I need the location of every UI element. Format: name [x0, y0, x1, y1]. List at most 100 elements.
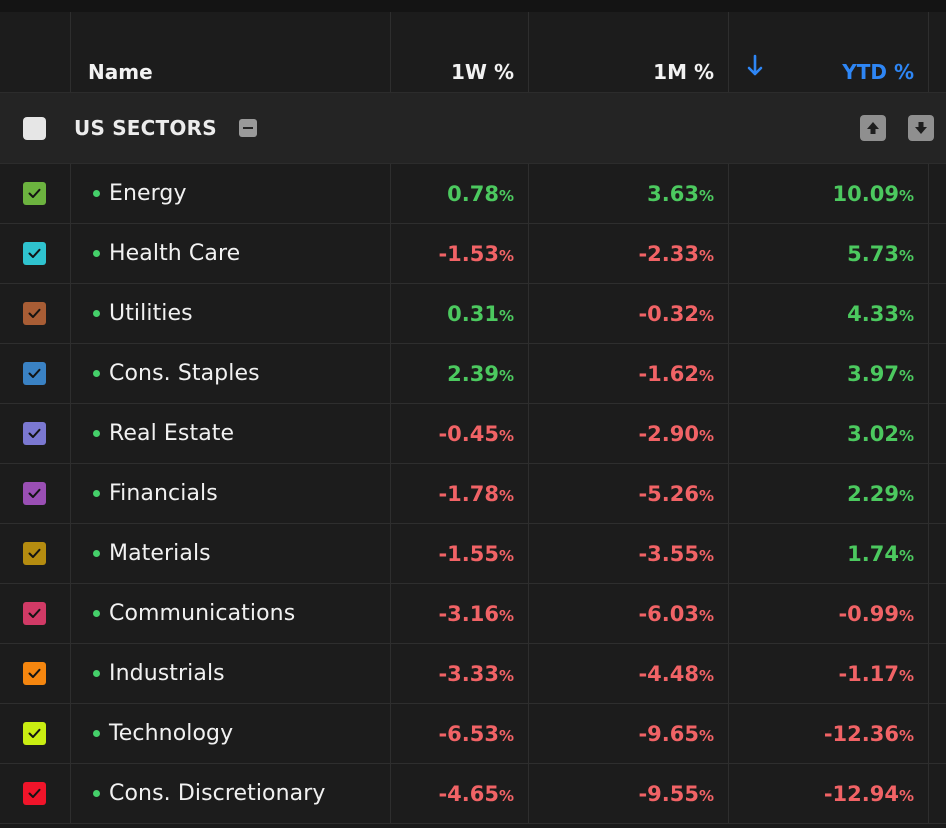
value-1w: -3.33% — [438, 661, 514, 686]
checkmark-icon — [28, 788, 40, 798]
row-checkbox-cell — [0, 284, 71, 343]
arrow-down-icon[interactable] — [908, 115, 934, 141]
value-1m: -1.62% — [638, 361, 714, 386]
row-ytd-cell: 2.29% — [729, 464, 929, 523]
table-row[interactable]: Cons. Discretionary -4.65% -9.55% -12.94% — [0, 764, 946, 824]
value-ytd: -0.99% — [838, 601, 914, 626]
group-select-all-checkbox[interactable] — [23, 116, 46, 140]
row-name-cell: Financials — [71, 464, 391, 523]
row-color-checkbox[interactable] — [22, 362, 46, 385]
row-1w-cell: -1.55% — [391, 524, 529, 583]
value-ytd: 3.02% — [847, 421, 914, 446]
row-color-checkbox[interactable] — [22, 782, 46, 805]
row-1m-cell: -9.65% — [529, 704, 729, 763]
row-checkbox-cell — [0, 464, 71, 523]
row-name-cell: Communications — [71, 584, 391, 643]
status-dot-icon — [93, 790, 100, 797]
status-dot-icon — [93, 250, 100, 257]
row-1w-cell: -3.33% — [391, 644, 529, 703]
table-row[interactable]: Industrials -3.33% -4.48% -1.17% — [0, 644, 946, 704]
checkmark-icon — [28, 248, 40, 258]
row-color-checkbox[interactable] — [22, 242, 46, 265]
checkmark-icon — [28, 548, 40, 558]
sector-name: Technology — [109, 721, 234, 746]
sort-descending-arrow-icon[interactable] — [747, 54, 763, 82]
value-1m: -4.48% — [638, 661, 714, 686]
row-checkbox-cell — [0, 164, 71, 223]
row-1m-cell: -9.55% — [529, 764, 729, 823]
row-name-cell: Cons. Discretionary — [71, 764, 391, 823]
checkmark-icon — [28, 368, 40, 378]
table-body: Energy 0.78% 3.63% 10.09% Health Care -1.53% -… — [0, 164, 946, 824]
checkmark-icon — [28, 608, 40, 618]
row-name-cell: Technology — [71, 704, 391, 763]
checkmark-icon — [28, 488, 40, 498]
checkmark-icon — [28, 308, 40, 318]
group-label-cell: US SECTORS — [71, 93, 771, 163]
value-1w: 0.31% — [447, 301, 514, 326]
value-1w: -3.16% — [438, 601, 514, 626]
row-1w-cell: 0.31% — [391, 284, 529, 343]
checkmark-icon — [28, 668, 40, 678]
row-checkbox-cell — [0, 224, 71, 283]
row-checkbox-cell — [0, 704, 71, 763]
value-ytd: 4.33% — [847, 301, 914, 326]
column-header-1w[interactable]: 1W % — [391, 12, 529, 92]
row-1m-cell: -0.32% — [529, 284, 729, 343]
table-row[interactable]: Health Care -1.53% -2.33% 5.73% — [0, 224, 946, 284]
column-header-1m[interactable]: 1M % — [529, 12, 729, 92]
table-row[interactable]: Utilities 0.31% -0.32% 4.33% — [0, 284, 946, 344]
status-dot-icon — [93, 370, 100, 377]
row-1m-cell: -5.26% — [529, 464, 729, 523]
row-color-checkbox[interactable] — [22, 722, 46, 745]
table-row[interactable]: Technology -6.53% -9.65% -12.36% — [0, 704, 946, 764]
sector-table: Name 1W % 1M % YTD % US SECTORS — [0, 12, 946, 824]
arrow-up-icon[interactable] — [860, 115, 886, 141]
row-1w-cell: -0.45% — [391, 404, 529, 463]
row-color-checkbox[interactable] — [22, 422, 46, 445]
minus-icon[interactable] — [238, 119, 257, 137]
row-checkbox-cell — [0, 644, 71, 703]
table-row[interactable]: Materials -1.55% -3.55% 1.74% — [0, 524, 946, 584]
column-header-ytd[interactable]: YTD % — [729, 12, 929, 92]
row-ytd-cell: 4.33% — [729, 284, 929, 343]
value-ytd: -12.36% — [823, 721, 914, 746]
row-name-cell: Industrials — [71, 644, 391, 703]
value-1m: -9.65% — [638, 721, 714, 746]
checkmark-icon — [28, 728, 40, 738]
table-row[interactable]: Real Estate -0.45% -2.90% 3.02% — [0, 404, 946, 464]
value-1w: -1.53% — [438, 241, 514, 266]
row-1m-cell: -2.90% — [529, 404, 729, 463]
status-dot-icon — [93, 310, 100, 317]
row-color-checkbox[interactable] — [22, 662, 46, 685]
row-1m-cell: -6.03% — [529, 584, 729, 643]
row-checkbox-cell — [0, 344, 71, 403]
row-checkbox-cell — [0, 404, 71, 463]
value-ytd: 10.09% — [832, 181, 914, 206]
column-header-name[interactable]: Name — [71, 12, 391, 92]
row-ytd-cell: 3.02% — [729, 404, 929, 463]
sector-name: Utilities — [109, 301, 193, 326]
row-ytd-cell: -0.99% — [729, 584, 929, 643]
group-row-us-sectors: US SECTORS — [0, 93, 946, 164]
row-checkbox-cell — [0, 524, 71, 583]
table-row[interactable]: Cons. Staples 2.39% -1.62% 3.97% — [0, 344, 946, 404]
top-strip — [0, 0, 946, 12]
table-row[interactable]: Energy 0.78% 3.63% 10.09% — [0, 164, 946, 224]
table-row[interactable]: Financials -1.78% -5.26% 2.29% — [0, 464, 946, 524]
row-color-checkbox[interactable] — [22, 542, 46, 565]
value-ytd: 2.29% — [847, 481, 914, 506]
table-row[interactable]: Communications -3.16% -6.03% -0.99% — [0, 584, 946, 644]
row-color-checkbox[interactable] — [22, 182, 46, 205]
row-ytd-cell: 3.97% — [729, 344, 929, 403]
value-1m: -2.90% — [638, 421, 714, 446]
row-1m-cell: -3.55% — [529, 524, 729, 583]
column-header-ytd-label: YTD % — [842, 60, 914, 84]
row-color-checkbox[interactable] — [22, 482, 46, 505]
status-dot-icon — [93, 430, 100, 437]
row-1m-cell: -2.33% — [529, 224, 729, 283]
group-move-buttons — [860, 115, 934, 141]
status-dot-icon — [93, 190, 100, 197]
row-color-checkbox[interactable] — [22, 602, 46, 625]
row-color-checkbox[interactable] — [22, 302, 46, 325]
